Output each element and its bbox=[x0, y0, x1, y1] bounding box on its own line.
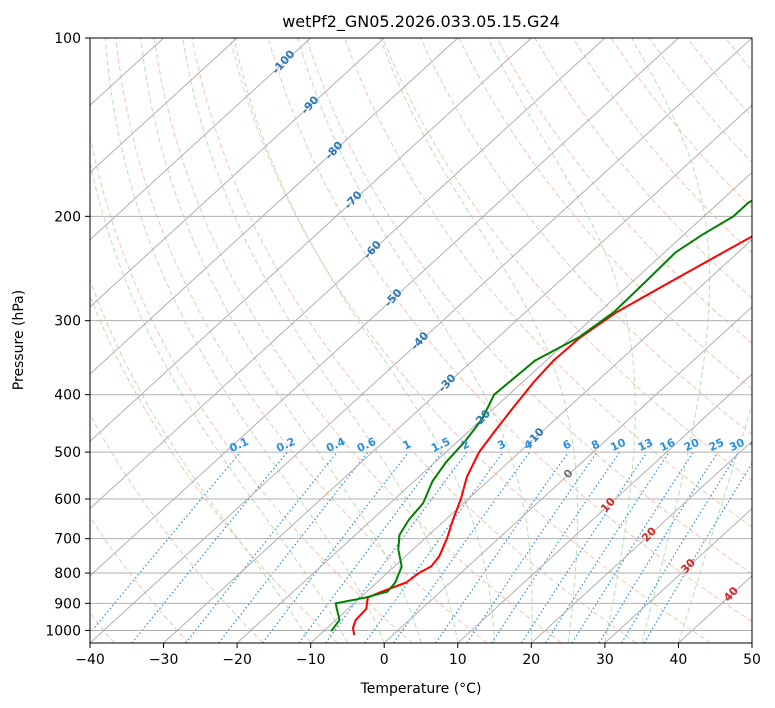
x-axis-title: Temperature (°C) bbox=[360, 681, 482, 697]
mixing-ratio-label: 20 bbox=[682, 436, 702, 454]
pressure-gridlines bbox=[90, 38, 752, 631]
mixing-ratio-line bbox=[364, 451, 504, 643]
isotherm-line bbox=[236, 171, 752, 643]
x-tick-label: 40 bbox=[669, 652, 687, 668]
mixing-ratio-line bbox=[131, 451, 288, 643]
isotherm-line bbox=[90, 38, 385, 308]
isotherm-line bbox=[90, 38, 312, 241]
plot-frame bbox=[89, 37, 753, 644]
dry-adiabat-line bbox=[305, 38, 752, 575]
y-tick-label: 800 bbox=[54, 566, 81, 582]
isotherm-line bbox=[90, 38, 679, 577]
isotherm-line bbox=[457, 373, 752, 643]
dry-adiabat-line bbox=[115, 38, 488, 643]
moist-adiabat-line bbox=[631, 38, 711, 643]
profile-series bbox=[330, 199, 752, 636]
isotherm-line bbox=[90, 38, 752, 643]
isotherm-line bbox=[90, 38, 459, 375]
x-tick-label: −10 bbox=[296, 652, 326, 668]
y-axis-title: Pressure (hPa) bbox=[11, 290, 27, 390]
isotherm-line bbox=[530, 440, 752, 643]
mixing-ratio-label: 10 bbox=[608, 436, 628, 454]
isotherm-line bbox=[90, 38, 238, 174]
moist-adiabat-line bbox=[233, 38, 496, 643]
dry-adiabat-line bbox=[420, 38, 752, 436]
mixing-ratio-label: 36 bbox=[748, 436, 768, 454]
mixing-ratio-line bbox=[545, 451, 670, 643]
mixing-ratio-line bbox=[298, 451, 443, 643]
mixing-ratio-line bbox=[491, 451, 621, 643]
y-tick-label: 100 bbox=[54, 31, 81, 47]
mixing-ratio-line bbox=[466, 451, 598, 643]
mixing-ratio-line bbox=[598, 451, 719, 643]
y-tick-label: 700 bbox=[54, 532, 81, 548]
x-axis: −40 −30 −20 −10 0 10 20 30 40 50 bbox=[75, 643, 761, 668]
mixing-ratio-line bbox=[185, 451, 338, 643]
isotherms bbox=[90, 38, 752, 643]
x-tick-label: −40 bbox=[75, 652, 105, 668]
x-tick-label: 20 bbox=[522, 652, 540, 668]
y-axis: 100 200 300 400 500 600 700 800 900 1000 bbox=[45, 31, 90, 639]
y-tick-label: 900 bbox=[54, 596, 81, 612]
dry-adiabat-line bbox=[90, 413, 264, 643]
moist-adiabat-line bbox=[90, 160, 348, 643]
mixing-ratio-label: 13 bbox=[636, 436, 655, 454]
mixing-ratio-line bbox=[435, 451, 569, 643]
dewpoint-profile-line bbox=[330, 199, 752, 632]
isotherm-line bbox=[90, 38, 606, 510]
y-tick-label: 500 bbox=[54, 445, 81, 461]
moist-adiabat-line bbox=[677, 402, 752, 643]
dry-adiabat-line bbox=[496, 38, 752, 345]
dry-adiabat-line bbox=[267, 38, 752, 623]
mixing-ratio-line bbox=[325, 451, 468, 643]
y-tick-label: 200 bbox=[54, 209, 81, 225]
mixing-ratio-line bbox=[262, 451, 410, 643]
dry-adiabat-line bbox=[191, 38, 637, 643]
mixing-ratio-label: 16 bbox=[658, 436, 678, 454]
y-tick-label: 600 bbox=[54, 492, 81, 508]
x-tick-label: 0 bbox=[380, 652, 389, 668]
moist-adiabat-line bbox=[487, 38, 636, 643]
y-tick-label: 1000 bbox=[45, 623, 81, 639]
mixing-ratio-label: 30 bbox=[727, 436, 747, 454]
mixing-ratio-label: 25 bbox=[707, 436, 726, 454]
moist-adiabats bbox=[90, 38, 752, 643]
x-tick-label: 50 bbox=[743, 652, 761, 668]
mixing-ratio-line bbox=[621, 451, 739, 643]
moist-adiabat-line bbox=[182, 38, 459, 643]
x-tick-label: −30 bbox=[149, 652, 179, 668]
chart-title: wetPf2_GN05.2026.033.05.15.G24 bbox=[282, 12, 560, 32]
x-tick-label: 10 bbox=[449, 652, 467, 668]
y-tick-label: 300 bbox=[54, 314, 81, 330]
x-tick-label: 30 bbox=[596, 652, 614, 668]
dry-adiabats bbox=[90, 38, 752, 643]
moist-adiabat-line bbox=[140, 38, 422, 643]
dry-adiabat-line bbox=[153, 38, 562, 643]
mixing-ratio-line bbox=[520, 451, 648, 643]
x-tick-label: −20 bbox=[222, 652, 252, 668]
mixing-ratio-line bbox=[571, 451, 694, 643]
moist-adiabat-line bbox=[379, 38, 579, 643]
mixing-ratio-line bbox=[90, 451, 241, 635]
isotherm-line bbox=[163, 104, 752, 643]
y-tick-label: 400 bbox=[54, 388, 81, 404]
isotherm-line bbox=[310, 238, 752, 643]
moist-adiabat-line bbox=[297, 38, 533, 643]
mixing-ratio-lines bbox=[90, 451, 752, 643]
isotherm-line bbox=[383, 306, 752, 643]
isotherm-line bbox=[90, 38, 532, 443]
isotherm-line bbox=[604, 507, 752, 643]
